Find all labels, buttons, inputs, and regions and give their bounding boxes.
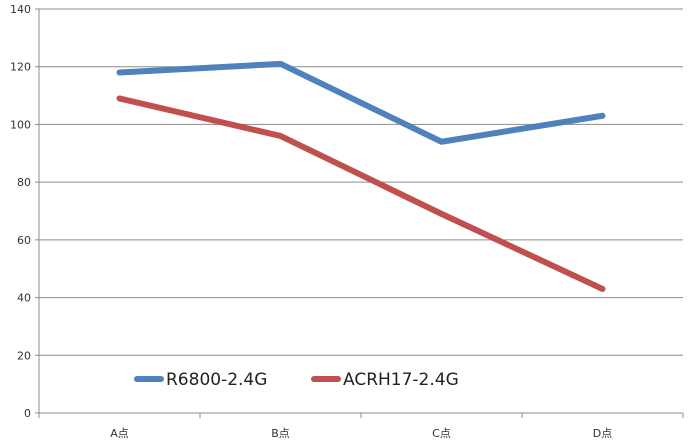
y-tick-label: 140	[10, 3, 31, 16]
x-tick-label: B点	[271, 427, 290, 440]
x-tick-label: C点	[432, 427, 451, 440]
y-tick-label: 0	[24, 407, 31, 420]
y-tick-label: 120	[10, 61, 31, 74]
y-tick-label: 40	[17, 292, 31, 305]
x-tick-label: A点	[110, 427, 129, 440]
y-tick-label: 20	[17, 349, 31, 362]
y-tick-label: 100	[10, 118, 31, 131]
legend: R6800-2.4G ACRH17-2.4G	[134, 370, 459, 390]
legend-label-1: R6800-2.4G	[166, 370, 267, 390]
series-line-1	[116, 60, 606, 145]
series-line-2	[116, 95, 606, 292]
x-axis: A点 B点 C点 D点	[38, 412, 684, 440]
y-tick-label: 80	[17, 176, 31, 189]
x-tick-label: D点	[593, 427, 612, 440]
legend-label-2: ACRH17-2.4G	[343, 370, 459, 390]
series-lines	[116, 60, 606, 292]
y-tick-label: 60	[17, 234, 31, 247]
y-axis: 0 20 40 60 80 100 120 140	[10, 3, 40, 420]
gridlines	[39, 8, 683, 356]
